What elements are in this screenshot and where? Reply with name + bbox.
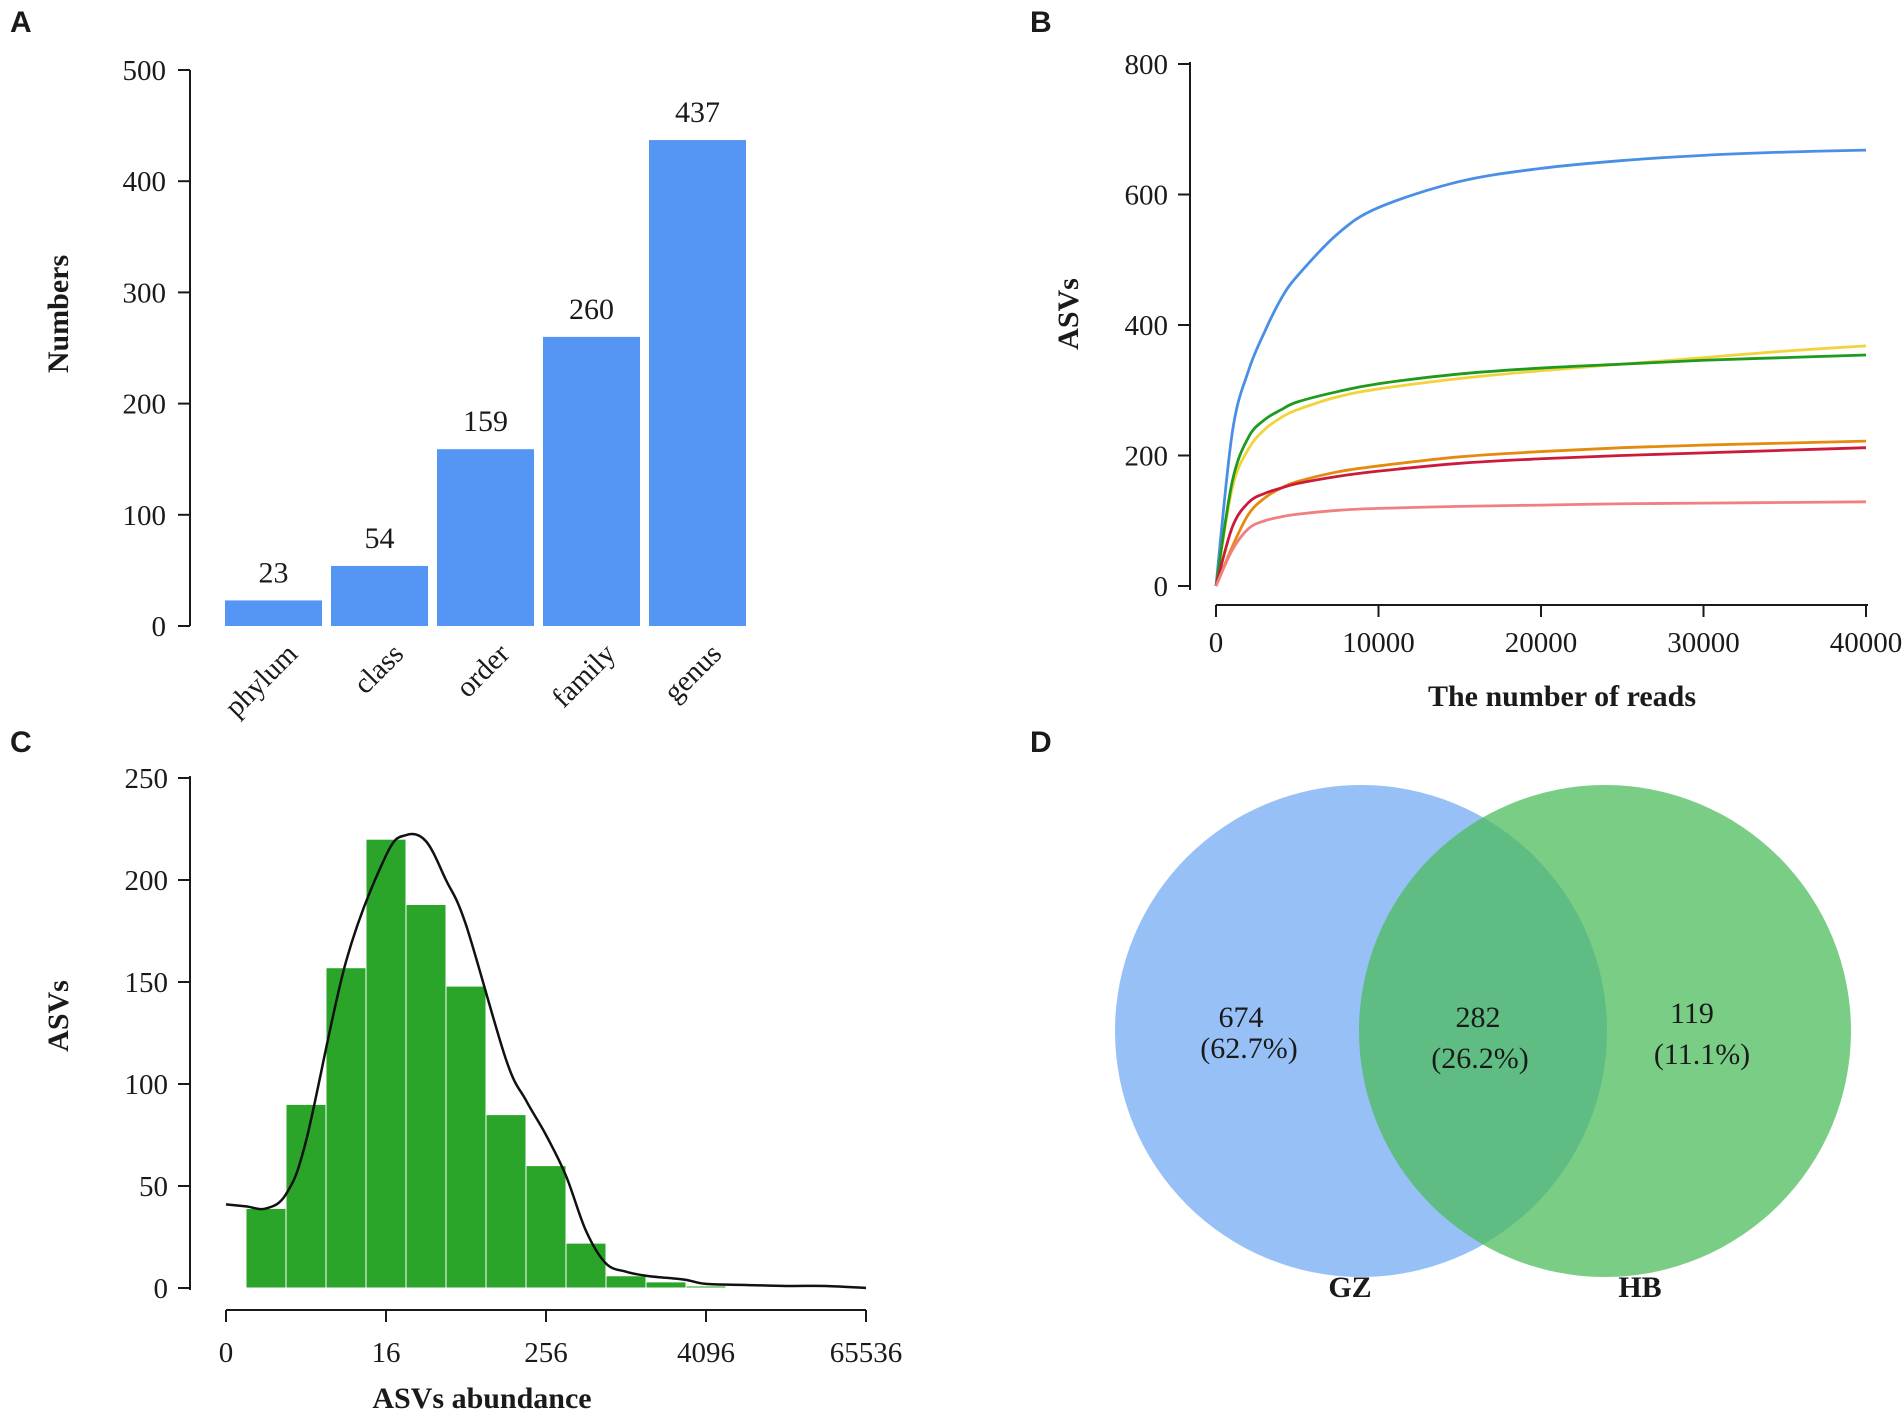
panel-b-x-tick-label: 20000 [1505,627,1578,659]
panel-c-bar [645,1281,687,1289]
panel-c-x-tick-label: 256 [524,1337,568,1369]
panel-c-bar [245,1207,287,1289]
panel-b-series-red [1214,446,1867,587]
panel-a-x-tick-label-genus: genus [658,638,728,708]
panel-b-x-tick-label: 0 [1209,627,1224,659]
panel-a-bar-order [437,449,534,626]
panel-a-data-label-family: 260 [569,293,614,326]
panel-a-y-tick-label: 0 [152,611,167,643]
panel-b-series-yellow [1214,344,1867,587]
panel-a-bar-class [331,565,428,626]
panel-a-data-labels: 23 54 159 260 437 [259,96,721,589]
panel-c-y-tick-label: 200 [125,865,169,897]
panel-b-line-chart: 0 200 400 600 800 0 10000 20000 30000 40000 ASVs… [1052,49,1902,713]
panel-a-y-tick-label: 200 [123,389,167,421]
panel-c-bar [525,1165,567,1289]
venn-gz-only-count: 674 [1219,1001,1264,1034]
panel-b-x-title: The number of reads [1428,680,1696,713]
panel-a-data-label-genus: 437 [675,96,720,129]
panel-a-data-label-class: 54 [365,522,395,555]
panel-a-bar-genus [649,140,746,626]
panel-b-series-green [1214,353,1867,587]
venn-gz-only-percent: (62.7%) [1200,1032,1297,1065]
panel-c-y-tick-label: 50 [139,1171,168,1203]
panel-b-x-tick-label: 10000 [1342,627,1415,659]
panel-c-bar [445,985,487,1289]
venn-circle-hb [1359,785,1851,1277]
panel-c-x-title: ASVs abundance [372,1382,591,1412]
panel-b-series-orange [1214,439,1867,587]
panel-b-y-tick-label: 0 [1154,571,1169,603]
panel-b-x-tick-label: 40000 [1830,627,1903,659]
panel-a-y-tick-label: 500 [123,55,167,87]
panel-c-bar [285,1103,327,1289]
panel-c-x-tick-label: 0 [219,1337,234,1369]
panel-c-bar [565,1242,607,1289]
panel-b-y-tick-label: 400 [1125,310,1169,342]
panel-b-y-title: ASVs [1052,278,1085,350]
venn-set-label-hb: HB [1618,1271,1661,1304]
panel-c-y-tick-label: 250 [125,763,169,795]
panel-c-bar [605,1275,647,1289]
panel-letter-b: B [1030,6,1052,39]
panel-a-data-label-phylum: 23 [259,556,289,589]
panel-a-x-tick-label-phylum: phylum [219,638,305,724]
venn-hb-only-percent: (11.1%) [1654,1038,1750,1071]
panel-c-x-tick-label: 4096 [677,1337,735,1369]
panel-b-x-ticks: 0 10000 20000 30000 40000 [1209,605,1903,659]
panel-b-y-tick-label: 800 [1125,49,1169,81]
panel-letter-c: C [10,726,32,759]
panel-c-x-tick-label: 16 [372,1337,401,1369]
panel-b-y-tick-label: 200 [1125,441,1169,473]
panel-a-x-tick-label-order: order [450,638,516,704]
panel-a-y-title: Numbers [42,255,75,373]
panel-a-bar-family [543,336,640,626]
panel-c-density [225,832,867,1290]
panel-c-y-ticks: 0 50 100 150 200 250 [125,763,190,1305]
panel-c-bar [685,1285,727,1289]
panel-b-y-ticks: 0 200 400 600 800 [1125,49,1190,603]
panel-c-density-curve [225,832,867,1290]
panel-b-series-pink [1214,500,1867,587]
panel-c-x-tick-label: 65536 [830,1337,903,1369]
panel-b-series [1214,148,1867,587]
panel-a-y-tick-label: 400 [123,166,167,198]
panel-c-y-title: ASVs [42,980,75,1052]
venn-overlap-percent: (26.2%) [1431,1042,1528,1075]
panel-c-bar [485,1114,527,1289]
panel-a-bars [225,140,746,626]
venn-set-label-gz: GZ [1328,1271,1371,1304]
panel-c-y-tick-label: 150 [125,967,169,999]
panel-c-bar [365,838,407,1289]
panel-a-y-tick-label: 300 [123,277,167,309]
panel-a-data-label-order: 159 [463,405,508,438]
panel-c-bars [245,838,727,1289]
venn-hb-only-count: 119 [1670,997,1714,1030]
panel-a-x-tick-label-class: class [348,638,410,700]
panel-a-bar-phylum [225,600,322,626]
panel-c-bar [405,903,447,1289]
panel-c-x-ticks: 0 16 256 4096 65536 [219,1310,903,1369]
panel-d-venn: 674 (62.7%) 282 (26.2%) 119 (11.1%) GZ H… [1115,785,1851,1304]
panel-b-x-tick-label: 30000 [1667,627,1740,659]
panel-c-histogram: 0 50 100 150 200 250 0 16 256 4096 65536 ASVs ASV… [42,763,902,1412]
panel-a-x-tick-label-family: family [546,638,623,715]
panel-a-x-ticks: phylum class order family genus [219,638,728,724]
panel-a-bar-chart: 0 100 200 300 400 500 23 54 159 260 437 phylum cla… [42,55,746,723]
panel-letter-d: D [1030,726,1052,759]
panel-a-y-tick-label: 100 [123,500,167,532]
panel-b-series-blue [1214,148,1867,587]
panel-c-y-tick-label: 100 [125,1069,169,1101]
venn-overlap-count: 282 [1456,1001,1501,1034]
panel-b-y-tick-label: 600 [1125,180,1169,212]
panel-a-y-ticks: 0 100 200 300 400 500 [123,55,190,643]
panel-c-y-tick-label: 0 [154,1273,169,1305]
panel-letter-a: A [10,6,32,39]
